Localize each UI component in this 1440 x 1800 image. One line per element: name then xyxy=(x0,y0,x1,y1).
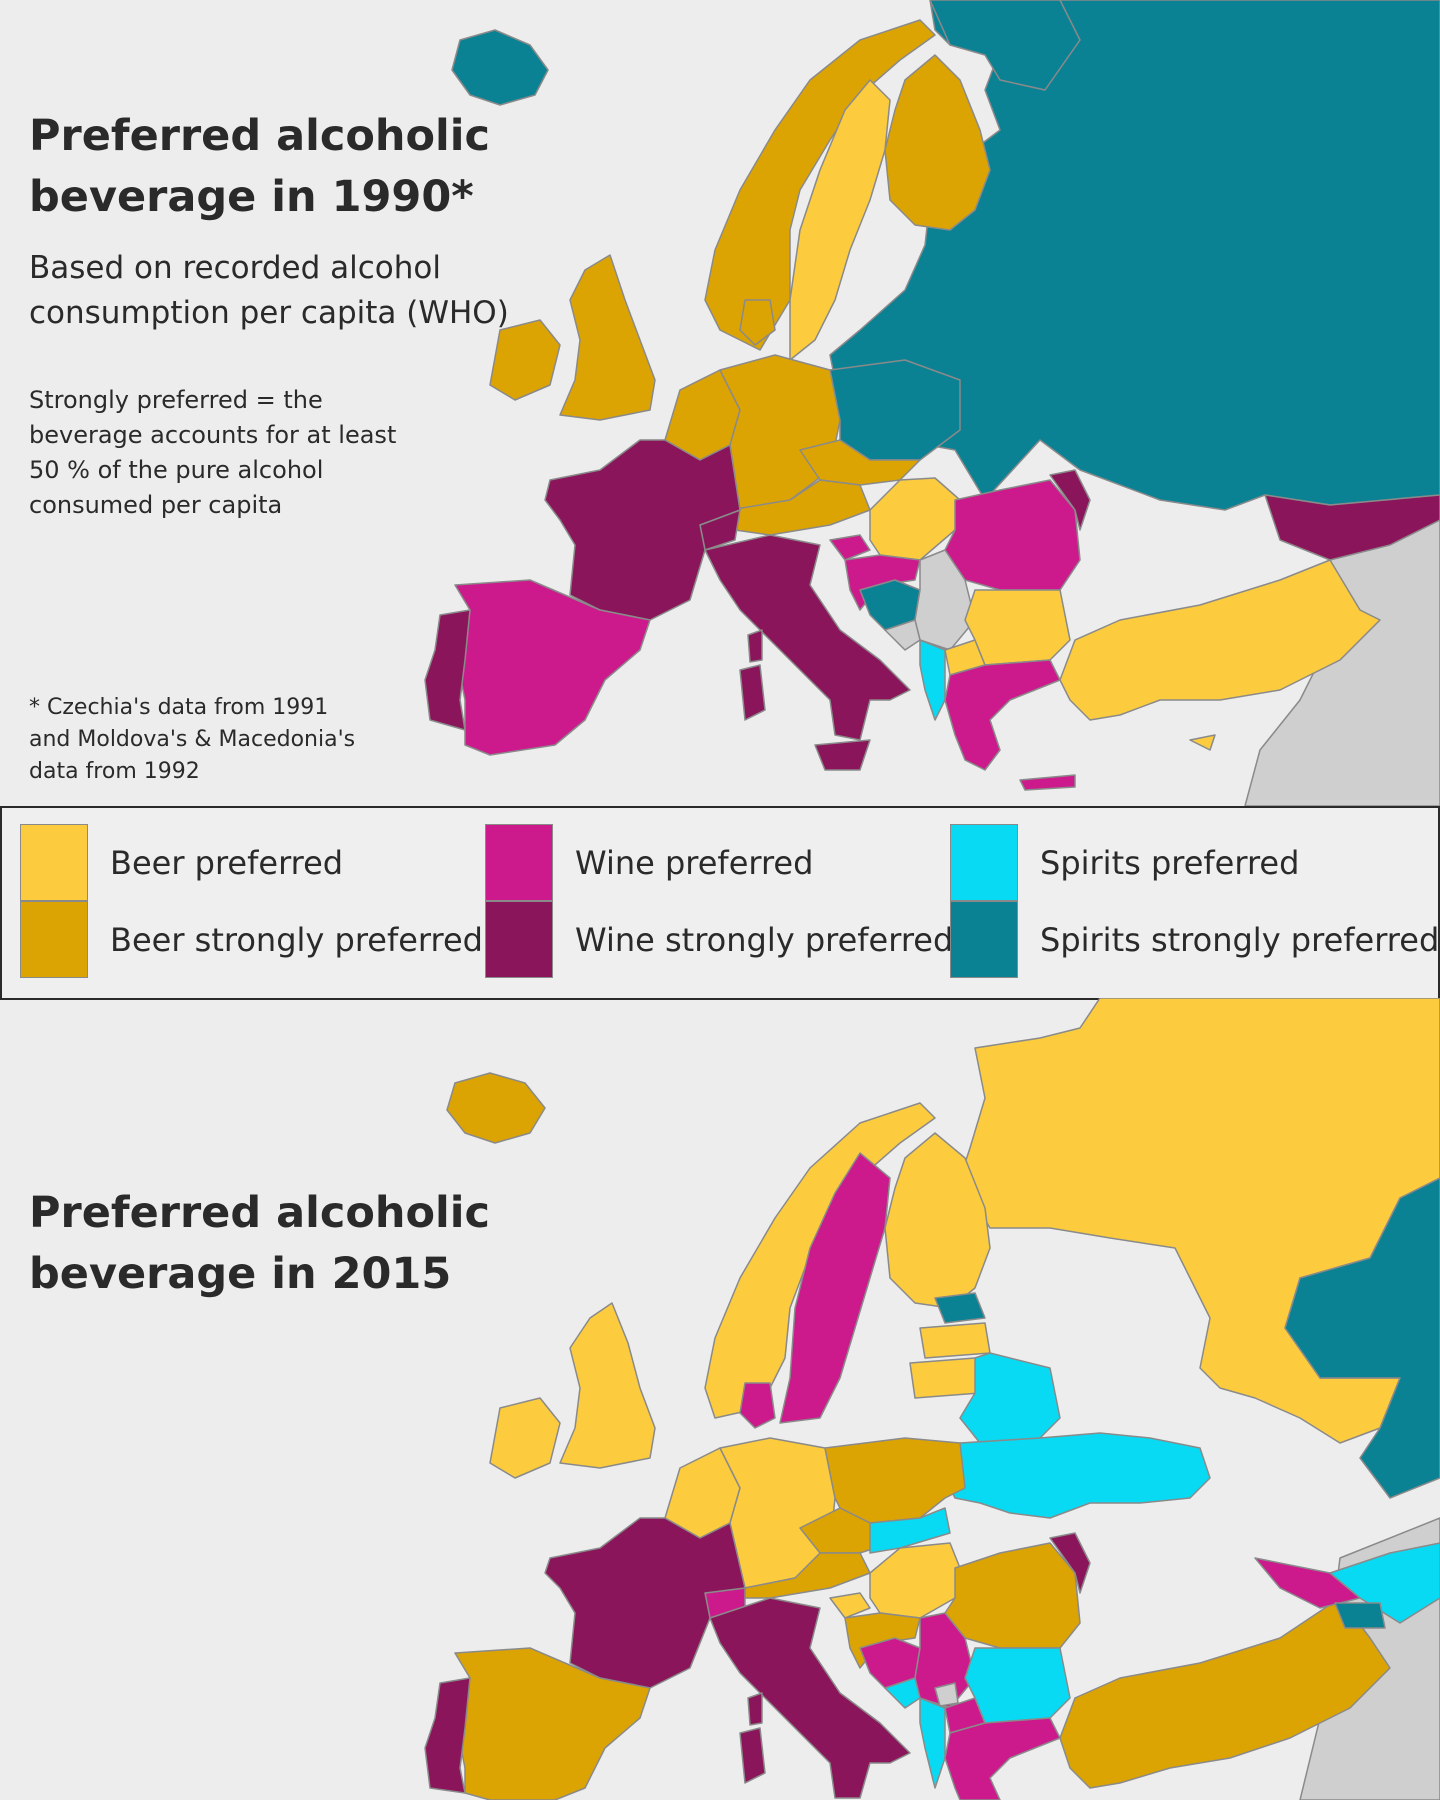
turkey xyxy=(1059,559,1381,721)
sweden xyxy=(779,1152,891,1424)
note-line: consumed per capita xyxy=(29,491,283,519)
ireland xyxy=(489,1397,561,1479)
legend-label: Wine preferred xyxy=(575,843,814,882)
belarus xyxy=(959,1352,1061,1444)
norway xyxy=(704,19,936,351)
legend-item-spirits-preferred: Spirits preferred xyxy=(950,824,1299,901)
subtitle-line2: consumption per capita (WHO) xyxy=(29,295,509,331)
bulgaria xyxy=(964,1647,1071,1724)
portugal xyxy=(424,1677,471,1794)
corsica xyxy=(747,629,763,663)
crete xyxy=(1019,774,1076,791)
armenia-azerbaijan xyxy=(1329,1542,1440,1624)
turkey xyxy=(1059,1597,1391,1789)
data-footnote: * Czechia's data from 1991 and Moldova's… xyxy=(29,692,355,788)
footnote-line: data from 1992 xyxy=(29,759,200,784)
legend-label: Spirits preferred xyxy=(1040,843,1300,882)
note-line: 50 % of the pure alcohol xyxy=(29,456,324,484)
title-1990-line1: Preferred alcoholic xyxy=(29,111,490,161)
ukraine xyxy=(944,1432,1211,1519)
united-kingdom xyxy=(559,254,656,421)
cyprus xyxy=(1189,734,1216,751)
sardinia xyxy=(739,664,766,721)
corsica xyxy=(747,1692,763,1726)
footnote-line: and Moldova's & Macedonia's xyxy=(29,727,356,752)
kola-region xyxy=(929,0,1081,91)
swatch-wine-strongly xyxy=(485,901,553,978)
east-region xyxy=(1284,1177,1440,1499)
portugal xyxy=(424,609,471,731)
denmark xyxy=(739,299,776,346)
legend-label: Wine strongly preferred xyxy=(575,920,954,959)
greece xyxy=(944,659,1061,771)
title-1990-line2: beverage in 1990* xyxy=(29,172,474,222)
slovenia xyxy=(829,1592,871,1619)
latvia xyxy=(919,1322,991,1359)
sardinia xyxy=(739,1727,766,1784)
romania xyxy=(944,479,1081,591)
title-1990: Preferred alcoholic beverage in 1990* xyxy=(29,106,490,228)
albania xyxy=(919,639,946,721)
poland xyxy=(829,359,961,461)
caucasus xyxy=(1264,494,1440,561)
germany xyxy=(719,354,841,511)
europe-map-2015 xyxy=(424,998,1440,1800)
legend-item-beer-preferred: Beer preferred xyxy=(20,824,343,901)
sweden xyxy=(789,79,891,361)
swatch-beer-strongly xyxy=(20,901,88,978)
hungary xyxy=(869,1542,961,1619)
greece xyxy=(944,1717,1061,1800)
sicily xyxy=(814,739,871,771)
bulgaria xyxy=(964,589,1071,666)
kosovo xyxy=(934,1682,959,1707)
swatch-spirits-strongly xyxy=(950,901,1018,978)
subtitle-line1: Based on recorded alcohol xyxy=(29,250,441,286)
finland xyxy=(884,1132,991,1309)
denmark xyxy=(739,1382,776,1429)
finland xyxy=(884,54,991,231)
legend-label: Beer preferred xyxy=(110,843,344,882)
swatch-beer-preferred xyxy=(20,824,88,901)
legend-item-spirits-strongly: Spirits strongly preferred xyxy=(950,901,1439,978)
norway xyxy=(704,1102,936,1419)
iceland xyxy=(446,1072,546,1144)
iceland xyxy=(451,29,549,106)
title-2015: Preferred alcoholic beverage in 2015 xyxy=(29,1183,490,1305)
legend-label: Spirits strongly preferred xyxy=(1040,920,1440,959)
united-kingdom xyxy=(559,1302,656,1469)
moldova xyxy=(1049,1532,1091,1594)
swatch-spirits-preferred xyxy=(950,824,1018,901)
title-2015-line2: beverage in 2015 xyxy=(29,1249,452,1299)
estonia xyxy=(934,1292,986,1324)
footnote-line: * Czechia's data from 1991 xyxy=(29,695,329,720)
note-line: beverage accounts for at least xyxy=(29,421,397,449)
legend-item-beer-strongly: Beer strongly preferred xyxy=(20,901,483,978)
ireland xyxy=(489,319,561,401)
definition-note: Strongly preferred = the beverage accoun… xyxy=(29,383,396,523)
romania xyxy=(944,1542,1081,1649)
azerbaijan-exclave xyxy=(1334,1602,1386,1629)
legend-label: Beer strongly preferred xyxy=(110,920,483,959)
albania xyxy=(919,1697,946,1789)
swatch-wine-preferred xyxy=(485,824,553,901)
legend: Beer preferred Beer strongly preferred W… xyxy=(0,806,1440,1000)
note-line: Strongly preferred = the xyxy=(29,386,323,414)
title-2015-line1: Preferred alcoholic xyxy=(29,1188,490,1238)
legend-item-wine-strongly: Wine strongly preferred xyxy=(485,901,953,978)
subtitle: Based on recorded alcohol consumption per… xyxy=(29,246,509,336)
poland xyxy=(824,1437,966,1524)
europe-map-1990 xyxy=(424,0,1440,806)
legend-item-wine-preferred: Wine preferred xyxy=(485,824,813,901)
slovenia xyxy=(829,534,871,561)
moldova xyxy=(1049,469,1091,531)
slovakia xyxy=(869,1507,951,1554)
lithuania xyxy=(909,1357,981,1399)
